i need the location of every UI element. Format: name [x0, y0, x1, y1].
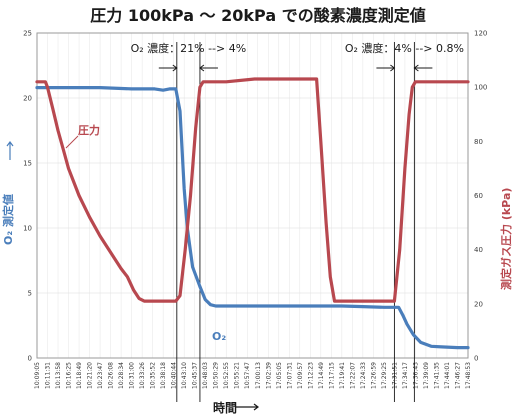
y-axis-left-ticks: 0 5 10 15 20 25 — [23, 30, 32, 363]
y-right-tick-label: 40 — [474, 246, 483, 254]
x-tick-label: 17:48:53 — [465, 362, 472, 389]
x-tick-label: 10:16:25 — [66, 362, 73, 389]
x-tick-label: 10:52:55 — [223, 362, 230, 389]
x-tick-label: 17:29:25 — [381, 362, 388, 389]
x-tick-label: 10:55:21 — [234, 362, 241, 389]
chart-title: 圧力 100kPa ～ 20kPa での酸素濃度測定値 — [90, 6, 425, 25]
x-tick-label: 17:22:07 — [349, 362, 356, 389]
y-left-tick-label: 10 — [23, 225, 32, 233]
x-tick-label: 10:40:44 — [171, 362, 178, 389]
plot-frame — [36, 32, 469, 359]
x-tick-label: 17:14:49 — [318, 362, 325, 389]
x-tick-label: 17:24:33 — [360, 362, 367, 389]
x-tick-label: 10:45:37 — [192, 362, 199, 389]
x-tick-label: 10:23:47 — [97, 362, 104, 389]
annotations: O₂ 濃度：21% --> 4% O₂ 濃度：4% --> 0.8% — [131, 41, 464, 402]
x-tick-label: 10:31:00 — [129, 362, 136, 389]
annotation-label: O₂ 濃度：4% --> 0.8% — [345, 41, 464, 55]
x-tick-label: 17:26:59 — [370, 362, 377, 389]
x-tick-label: 17:31:51 — [391, 362, 398, 389]
x-tick-label: 10:48:03 — [202, 362, 209, 389]
y-axis-right-label: 測定ガス圧力 (kPa) — [499, 188, 513, 290]
x-tick-label: 10:11:31 — [45, 362, 52, 389]
series-label-o2: O₂ — [212, 330, 226, 343]
series-line-pressure — [35, 77, 470, 303]
annotation-arrow-in-icon — [199, 64, 218, 72]
y-right-tick-label: 80 — [474, 138, 483, 146]
x-tick-label: 17:17:15 — [328, 362, 335, 389]
y-left-tick-label: 5 — [28, 290, 32, 298]
x-tick-label: 17:09:57 — [297, 362, 304, 389]
annotation-arrow-in-icon — [158, 64, 178, 72]
x-axis-arrow-icon — [236, 403, 259, 411]
x-tick-label: 17:05:05 — [276, 362, 283, 389]
x-tick-label: 17:02:39 — [265, 362, 272, 389]
x-tick-label: 10:43:10 — [181, 362, 188, 389]
y-right-tick-label: 100 — [474, 84, 487, 92]
x-tick-label: 17:12:23 — [307, 362, 314, 389]
y-right-tick-label: 0 — [474, 355, 478, 363]
y-axis-left-label: O₂ 測定値 — [1, 194, 15, 245]
x-tick-label: 17:34:17 — [402, 362, 409, 389]
x-tick-label: 10:21:20 — [87, 362, 94, 389]
annotation-arrow-in-icon — [376, 64, 396, 72]
x-axis-ticks: 10:09:05 10:11:31 10:13:58 10:16:25 10:18:49… — [34, 362, 472, 389]
x-tick-label: 17:19:41 — [339, 362, 346, 389]
x-tick-label: 10:13:58 — [55, 362, 62, 389]
x-tick-label: 10:26:08 — [108, 362, 115, 389]
x-axis-label: 時間 — [213, 400, 237, 415]
x-tick-label: 17:39:09 — [423, 362, 430, 389]
x-tick-label: 17:44:01 — [444, 362, 451, 389]
x-tick-label: 10:50:29 — [213, 362, 220, 389]
x-tick-label: 10:38:18 — [160, 362, 167, 389]
series-line-o2 — [35, 86, 470, 350]
y-left-tick-label: 0 — [28, 355, 32, 363]
annotation-arrow-in-icon — [413, 64, 433, 72]
x-tick-label: 10:33:26 — [139, 362, 146, 389]
x-tick-label: 17:07:31 — [286, 362, 293, 389]
x-tick-label: 10:57:47 — [244, 362, 251, 389]
x-tick-label: 10:09:05 — [34, 362, 41, 389]
x-tick-label: 17:36:43 — [412, 362, 419, 389]
y-left-tick-label: 15 — [23, 160, 32, 168]
y-right-tick-label: 120 — [474, 30, 487, 38]
y-axis-left-arrow-icon — [6, 141, 14, 160]
y-right-tick-label: 60 — [474, 192, 483, 200]
x-tick-label: 17:46:27 — [454, 362, 461, 389]
y-axis-right-ticks: 0 20 40 60 80 100 120 — [474, 30, 487, 363]
y-left-tick-label: 25 — [23, 30, 32, 38]
x-tick-label: 10:35:52 — [150, 362, 157, 389]
series-lines — [35, 77, 470, 350]
x-tick-label: 10:18:49 — [76, 362, 83, 389]
x-tick-label: 10:28:34 — [118, 362, 125, 389]
x-tick-label: 17:41:35 — [433, 362, 440, 389]
y-left-tick-label: 20 — [23, 95, 32, 103]
series-label-pressure: 圧力 — [78, 123, 100, 137]
y-right-tick-label: 20 — [474, 300, 483, 308]
series-label-pressure-leader — [65, 135, 79, 149]
x-tick-label: 17:00:13 — [255, 362, 262, 389]
annotation-label: O₂ 濃度：21% --> 4% — [131, 41, 247, 55]
